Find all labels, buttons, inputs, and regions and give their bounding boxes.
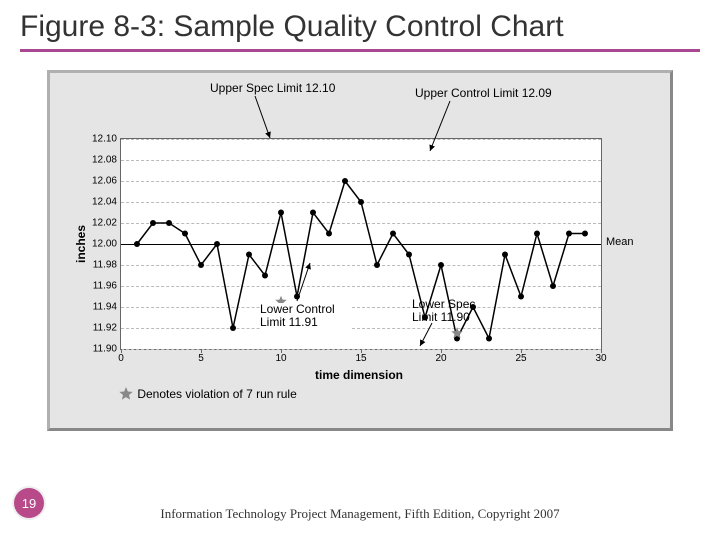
- footer-copyright: Information Technology Project Managemen…: [0, 506, 720, 522]
- slide-title: Figure 8-3: Sample Quality Control Chart: [20, 10, 700, 52]
- chart-annotation: Upper Control Limit 12.09: [415, 86, 552, 100]
- y-tick-label: 11.92: [93, 322, 117, 333]
- y-tick-label: 12.00: [92, 238, 117, 249]
- legend-star-icon: [119, 387, 132, 400]
- y-tick-label: 11.94: [93, 301, 117, 312]
- y-tick-label: 11.96: [93, 280, 117, 291]
- y-tick-label: 11.90: [93, 343, 117, 354]
- y-axis-label: inches: [74, 224, 88, 262]
- x-tick-label: 10: [275, 353, 286, 364]
- chart-annotation: Lower ControlLimit 11.91: [260, 303, 350, 331]
- mean-label: Mean: [606, 236, 634, 248]
- y-tick-label: 11.98: [93, 259, 117, 270]
- chart-panel: 11.90 11.92 11.94 11.96 11.98 12.00 12.02 12.04…: [47, 70, 673, 431]
- x-axis-label: time dimension: [315, 368, 403, 382]
- x-tick-label: 25: [515, 353, 526, 364]
- x-tick-label: 30: [595, 353, 606, 364]
- y-tick-label: 12.10: [92, 133, 117, 144]
- chart-annotation: Upper Spec Limit 12.10: [210, 81, 335, 95]
- data-series: [121, 139, 601, 349]
- legend-7run: Denotes violation of 7 run rule: [118, 386, 297, 402]
- y-tick-label: 12.04: [92, 196, 117, 207]
- x-tick-label: 0: [118, 353, 124, 364]
- chart-annotation: Lower SpecLimit 11.90: [412, 298, 492, 326]
- y-tick-label: 12.08: [92, 154, 117, 165]
- plot-area: 11.9011.9211.9411.9611.9812.0012.0212.04…: [120, 138, 602, 350]
- legend-text: Denotes violation of 7 run rule: [134, 387, 297, 401]
- x-tick-label: 15: [355, 353, 366, 364]
- y-tick-label: 12.06: [92, 175, 117, 186]
- x-tick-label: 5: [198, 353, 204, 364]
- y-tick-label: 12.02: [92, 217, 117, 228]
- x-tick-label: 20: [435, 353, 446, 364]
